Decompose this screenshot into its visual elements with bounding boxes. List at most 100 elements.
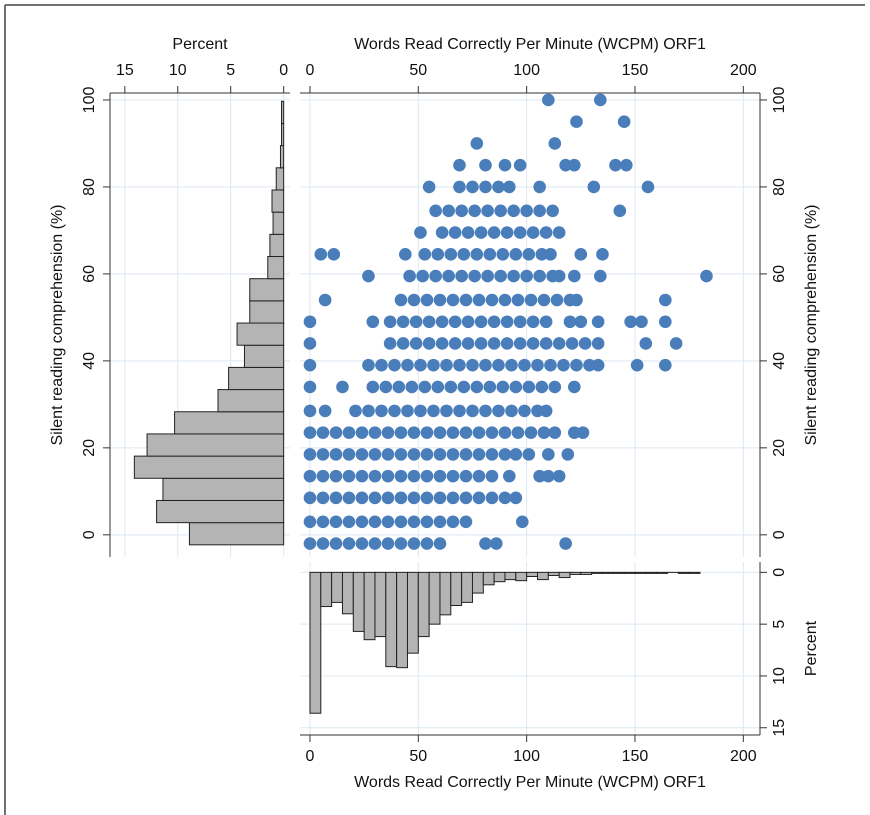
point <box>399 248 412 261</box>
x-tick-label: 50 <box>409 748 427 765</box>
point <box>492 358 505 372</box>
point <box>394 491 408 505</box>
point <box>396 337 410 350</box>
bar <box>677 571 690 574</box>
point <box>342 491 356 505</box>
point <box>355 469 369 483</box>
point <box>472 293 486 307</box>
point <box>448 337 462 350</box>
point <box>574 315 588 329</box>
point <box>394 537 408 550</box>
bar <box>417 571 430 638</box>
point <box>533 204 546 218</box>
point <box>466 358 479 372</box>
bar <box>352 571 365 632</box>
x-tick-label: 0 <box>306 62 315 79</box>
point <box>500 337 514 350</box>
point <box>414 358 427 372</box>
bar <box>406 571 419 654</box>
point <box>544 358 557 372</box>
point <box>620 158 633 172</box>
point <box>552 226 566 239</box>
point <box>557 358 570 372</box>
point <box>587 180 601 194</box>
bar <box>331 571 343 603</box>
point <box>362 358 375 372</box>
bar <box>146 433 285 457</box>
point <box>383 337 397 350</box>
point <box>405 380 419 394</box>
point <box>440 358 453 372</box>
point <box>455 204 468 218</box>
point <box>420 426 434 439</box>
y-tick-label: 80 <box>81 178 98 196</box>
point <box>492 404 505 418</box>
point <box>561 448 575 461</box>
point <box>659 293 672 307</box>
point <box>420 515 434 529</box>
bar <box>450 571 463 607</box>
bar <box>275 167 285 191</box>
point <box>433 448 447 461</box>
point <box>446 491 460 505</box>
point <box>459 426 473 439</box>
point <box>329 537 343 550</box>
point <box>559 158 572 172</box>
bar <box>249 278 285 302</box>
point <box>481 269 494 283</box>
point <box>524 293 538 307</box>
point <box>659 358 672 372</box>
point <box>455 269 468 283</box>
bar <box>547 571 560 576</box>
point <box>379 380 393 394</box>
bar <box>236 322 285 346</box>
point <box>509 448 523 461</box>
point <box>511 426 525 439</box>
point <box>381 469 395 483</box>
point <box>407 469 421 483</box>
point <box>318 404 332 418</box>
point <box>444 248 458 261</box>
point <box>479 537 492 550</box>
point <box>474 337 488 350</box>
bar <box>580 571 593 575</box>
point <box>492 180 505 194</box>
point <box>355 515 369 529</box>
point <box>409 337 423 350</box>
y-tick-label: 5 <box>771 620 788 629</box>
bar <box>156 499 285 524</box>
point <box>336 380 349 394</box>
point <box>511 293 525 307</box>
x-tick-label: 100 <box>513 748 540 765</box>
point <box>487 337 501 350</box>
point <box>381 515 395 529</box>
y-tick-label: 10 <box>771 667 788 685</box>
point <box>520 269 533 283</box>
point <box>303 380 317 394</box>
point <box>472 469 486 483</box>
y-tick-label: 20 <box>81 439 98 457</box>
y-axis-title: Percent <box>803 620 820 676</box>
point <box>431 380 445 394</box>
point <box>368 426 382 439</box>
point <box>617 115 631 129</box>
point <box>381 426 395 439</box>
point <box>446 293 460 307</box>
point <box>349 404 362 418</box>
point <box>570 293 583 307</box>
point <box>329 448 343 461</box>
point <box>368 491 382 505</box>
point <box>355 537 369 550</box>
point <box>537 426 551 439</box>
point <box>466 180 479 194</box>
point <box>429 269 442 283</box>
point <box>522 448 536 461</box>
point <box>431 248 445 261</box>
point <box>500 315 514 329</box>
point <box>394 293 408 307</box>
point <box>303 537 317 550</box>
point <box>444 380 458 394</box>
bar <box>217 389 285 413</box>
point <box>479 180 492 194</box>
